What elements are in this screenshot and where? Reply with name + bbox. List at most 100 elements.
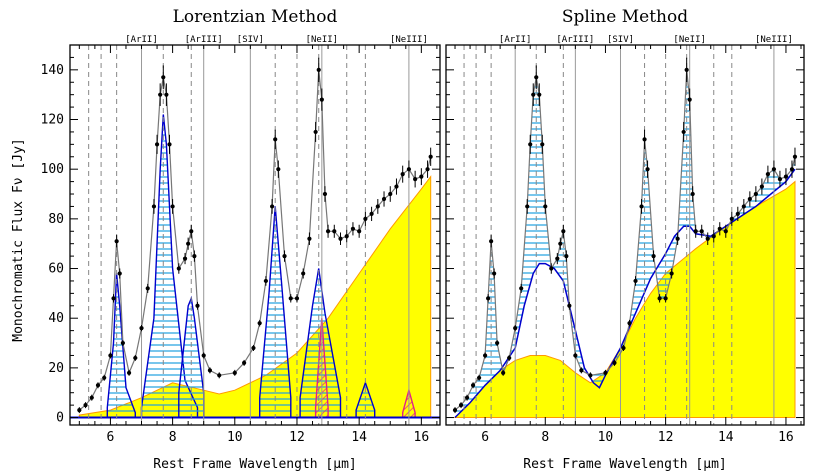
x-tick-label: 6 [481, 430, 489, 445]
data-point [540, 142, 545, 147]
data-point [108, 353, 113, 358]
data-point [394, 184, 399, 189]
data-point [176, 266, 181, 271]
data-point [413, 177, 418, 182]
data-point [428, 154, 433, 159]
data-point [501, 370, 506, 375]
data-point [470, 383, 476, 388]
data-point [741, 204, 746, 209]
y-tick-label: 40 [48, 311, 64, 326]
x-tick-label: 8 [169, 430, 177, 445]
data-point [126, 370, 132, 375]
data-point [325, 229, 331, 234]
data-point [717, 226, 722, 231]
panel-title: Spline Method [562, 7, 688, 27]
data-point [464, 395, 470, 400]
data-point [294, 296, 300, 301]
data-point [627, 321, 632, 326]
panel-lorentzian: [ArII] [ArIII] [SIV] [NeII] [NeIII] 6 8 10 12 14 1… [41, 7, 441, 472]
data-point [747, 196, 752, 202]
data-point [699, 229, 704, 234]
data-point [528, 142, 533, 147]
data-point [492, 271, 497, 276]
line-marker-label: [SIV] [607, 35, 634, 45]
x-tick-label: 14 [351, 430, 367, 445]
data-point [319, 97, 324, 102]
data-point [458, 403, 464, 408]
data-point [651, 254, 656, 259]
data-point [158, 92, 163, 97]
data-point [102, 375, 107, 380]
data-point [307, 236, 312, 241]
data-point [507, 355, 512, 361]
data-point [513, 326, 518, 331]
data-point [486, 296, 491, 301]
x-axis-label: Rest Frame Wavelength [μm] [523, 457, 727, 472]
data-point [161, 75, 166, 80]
data-point [83, 403, 88, 408]
data-point [288, 296, 293, 301]
data-point [282, 254, 287, 259]
data-point [114, 239, 119, 244]
data-point [316, 67, 321, 72]
data-point [167, 142, 172, 147]
data-point [558, 241, 563, 246]
data-point [693, 229, 698, 234]
line-marker-label: [ArIII] [185, 35, 223, 45]
data-point [669, 271, 674, 276]
data-point [567, 303, 572, 308]
x-tick-label: 10 [227, 430, 243, 445]
data-point [642, 137, 647, 142]
data-point [201, 353, 206, 358]
data-point [207, 368, 213, 373]
data-point [273, 137, 278, 142]
data-point [789, 167, 795, 172]
y-tick-label: 120 [41, 113, 64, 128]
data-point [621, 345, 626, 351]
line-marker-label: [NeII] [673, 35, 706, 45]
data-point [690, 191, 695, 197]
data-point [777, 177, 783, 182]
data-point [120, 340, 125, 346]
data-point [564, 254, 569, 259]
continuum-fill [453, 180, 796, 418]
data-point [476, 375, 482, 380]
data-point [633, 278, 638, 284]
data-point [117, 271, 122, 276]
data-point [489, 239, 494, 244]
data-point [425, 167, 430, 172]
data-point [363, 216, 368, 221]
x-tick-label: 16 [414, 430, 430, 445]
line-marker-label: [SIV] [237, 35, 264, 45]
data-point [89, 395, 94, 400]
data-point [192, 254, 197, 259]
data-point [77, 407, 82, 413]
data-point [753, 191, 758, 197]
data-point [151, 204, 157, 209]
data-point [573, 353, 578, 358]
data-point [771, 167, 777, 172]
data-point [338, 236, 343, 241]
plot-area [70, 45, 440, 425]
line-marker-label: [ArII] [125, 35, 158, 45]
data-point [344, 234, 349, 239]
data-point [495, 340, 500, 346]
data-point [783, 174, 789, 179]
data-point [765, 172, 770, 177]
y-tick-label: 0 [56, 411, 64, 426]
y-axis-label: Monochromatic Flux Fν [Jy] [11, 138, 26, 342]
data-point [603, 370, 608, 375]
data-point [711, 234, 716, 239]
data-point [534, 75, 539, 80]
spline-line [454, 168, 796, 419]
y-tick-label: 60 [48, 262, 64, 277]
data-point [139, 326, 144, 331]
panel-title: Lorentzian Method [173, 7, 338, 27]
data-point [687, 97, 692, 102]
line-marker-label: [ArIII] [556, 35, 594, 45]
data-point [263, 278, 268, 284]
data-point [543, 204, 548, 209]
data-point [154, 142, 160, 147]
data-point [195, 303, 200, 308]
